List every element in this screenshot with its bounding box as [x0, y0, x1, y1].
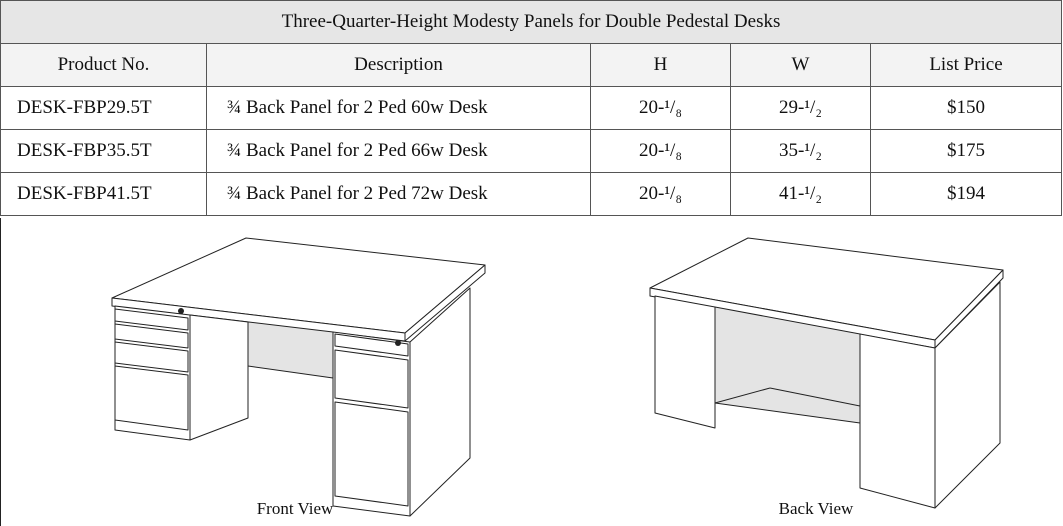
- table-cell: DESK-FBP41.5T: [1, 173, 207, 216]
- table-cell: 20-¹/₈: [591, 173, 731, 216]
- table-cell: DESK-FBP35.5T: [1, 130, 207, 173]
- table-cell: 35-¹/₂: [731, 130, 871, 173]
- table-cell: ¾ Back Panel for 2 Ped 66w Desk: [207, 130, 591, 173]
- table-cell: DESK-FBP29.5T: [1, 87, 207, 130]
- table-cell: $175: [871, 130, 1062, 173]
- back-view-drawing: [650, 238, 1003, 508]
- table-title: Three-Quarter-Height Modesty Panels for …: [1, 1, 1062, 44]
- table-cell: 20-¹/₈: [591, 87, 731, 130]
- header-cell: H: [591, 44, 731, 87]
- table-cell: ¾ Back Panel for 2 Ped 72w Desk: [207, 173, 591, 216]
- price-table: Three-Quarter-Height Modesty Panels for …: [0, 0, 1062, 216]
- page: Three-Quarter-Height Modesty Panels for …: [0, 0, 1063, 526]
- figure-caption: Back View: [779, 499, 854, 518]
- table-cell: $150: [871, 87, 1062, 130]
- table-cell: $194: [871, 173, 1062, 216]
- header-cell: Description: [207, 44, 591, 87]
- front-view-drawing: [112, 238, 485, 516]
- table-cell: 41-¹/₂: [731, 173, 871, 216]
- figures: Front View Back View: [0, 218, 1063, 526]
- header-cell: Product No.: [1, 44, 207, 87]
- header-cell: List Price: [871, 44, 1062, 87]
- table-cell: ¾ Back Panel for 2 Ped 60w Desk: [207, 87, 591, 130]
- figure-caption: Front View: [257, 499, 334, 518]
- table-cell: 20-¹/₈: [591, 130, 731, 173]
- table-cell: 29-¹/₂: [731, 87, 871, 130]
- header-cell: W: [731, 44, 871, 87]
